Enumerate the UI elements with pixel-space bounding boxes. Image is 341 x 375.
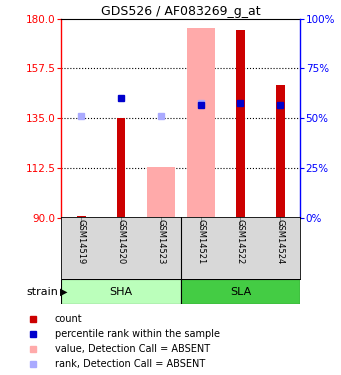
Text: GSM14519: GSM14519: [77, 219, 86, 265]
Bar: [181, 279, 300, 304]
Text: GSM14521: GSM14521: [196, 219, 205, 265]
Bar: [117, 118, 125, 218]
Text: GSM14523: GSM14523: [156, 219, 165, 265]
Text: percentile rank within the sample: percentile rank within the sample: [55, 329, 220, 339]
Text: ▶: ▶: [60, 286, 67, 297]
Text: value, Detection Call = ABSENT: value, Detection Call = ABSENT: [55, 344, 210, 354]
Bar: [236, 30, 245, 218]
Bar: [187, 28, 214, 218]
Text: SLA: SLA: [230, 286, 251, 297]
Text: GSM14520: GSM14520: [117, 219, 125, 265]
Title: GDS526 / AF083269_g_at: GDS526 / AF083269_g_at: [101, 4, 261, 18]
Text: count: count: [55, 314, 82, 324]
Text: rank, Detection Call = ABSENT: rank, Detection Call = ABSENT: [55, 359, 205, 369]
Bar: [276, 85, 284, 218]
Text: strain: strain: [26, 286, 58, 297]
Bar: [147, 167, 175, 218]
Text: GSM14522: GSM14522: [236, 219, 245, 265]
Text: SHA: SHA: [109, 286, 133, 297]
Bar: [61, 279, 181, 304]
Bar: [77, 216, 86, 217]
Text: GSM14524: GSM14524: [276, 219, 285, 265]
